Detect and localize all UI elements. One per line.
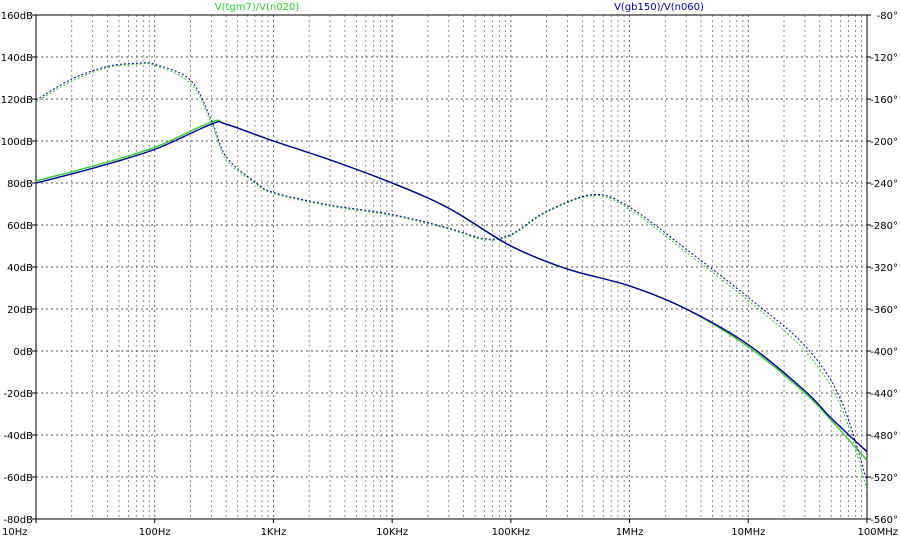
y-right-tick-label: -320°: [870, 263, 898, 274]
x-tick-label: 100KHz: [492, 527, 530, 537]
x-tick-label: 10MHz: [731, 527, 765, 537]
y-right-tick-label: -240°: [870, 179, 898, 190]
y-right-tick-label: -480°: [870, 431, 898, 442]
x-tick-label: 10Hz: [2, 527, 28, 537]
y-left-tick-label: -40dB: [3, 431, 33, 442]
x-tick-label: 10KHz: [376, 527, 408, 537]
y-right-tick-label: -400°: [870, 347, 898, 358]
y-left-tick-label: 60dB: [7, 221, 33, 232]
series-1-phase-line: [35, 63, 868, 490]
y-left-tick-label: 160dB: [1, 11, 33, 22]
y-right-tick-label: -560°: [870, 515, 898, 526]
y-left-tick-label: -20dB: [3, 389, 33, 400]
y-right-tick-label: -80°: [877, 11, 898, 22]
x-tick-label: 100Hz: [139, 527, 171, 537]
y-right-tick-label: -360°: [870, 305, 898, 316]
y-right-tick-label: -160°: [870, 95, 898, 106]
x-tick-label: 100MHz: [858, 527, 898, 537]
y-left-tick-label: 140dB: [1, 53, 33, 64]
legend-series-1: V(tgm7)/V(n020): [215, 2, 300, 13]
y-left-tick-label: 40dB: [7, 263, 33, 274]
x-tick-labels: 10Hz 100Hz 1KHz 10KHz 100KHz 1MHz 10MHz 100MHz: [2, 527, 898, 537]
legend-series-2: V(gb150)/V(n060): [614, 2, 704, 13]
y-left-tick-label: 120dB: [1, 95, 33, 106]
series-2-phase-line: [35, 62, 868, 482]
y-left-tick-label: -80dB: [3, 515, 33, 526]
y-left-tick-label: 0dB: [13, 347, 33, 358]
y-left-tick-label: 20dB: [7, 305, 33, 316]
tick-marks: [32, 14, 871, 523]
y-right-tick-labels: -80° -120° -160° -200° -240° -280° -320° -360° -…: [870, 11, 898, 526]
y-right-tick-label: -440°: [870, 389, 898, 400]
series-1-magnitude-line: [35, 119, 868, 461]
major-gridlines: [35, 14, 868, 520]
y-left-tick-label: -60dB: [3, 473, 33, 484]
y-left-tick-labels: 160dB 140dB 120dB 100dB 80dB 60dB 40dB 20dB 0dB -…: [1, 11, 33, 526]
y-right-tick-label: -120°: [870, 53, 898, 64]
series-layer: [35, 62, 868, 490]
x-tick-label: 1MHz: [616, 527, 644, 537]
series-2-magnitude-line: [35, 120, 868, 453]
x-tick-label: 1KHz: [261, 527, 287, 537]
y-left-tick-label: 80dB: [7, 179, 33, 190]
y-right-tick-label: -280°: [870, 221, 898, 232]
y-left-tick-label: 100dB: [1, 137, 33, 148]
y-right-tick-label: -520°: [870, 473, 898, 484]
y-right-tick-label: -200°: [870, 137, 898, 148]
